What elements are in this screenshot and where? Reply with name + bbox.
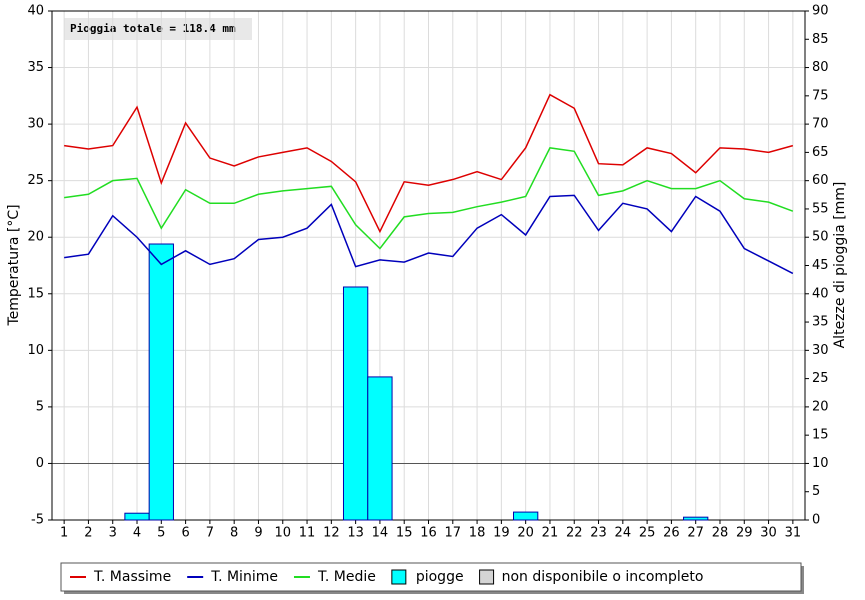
bar: [513, 511, 539, 521]
x-tick-label: 20: [517, 526, 534, 541]
x-tick-label: 8: [230, 526, 238, 541]
y2-tick-label: 45: [812, 258, 829, 273]
x-tick-label: 9: [254, 526, 262, 541]
y-tick-label: 15: [27, 286, 44, 301]
x-tick-label: 3: [109, 526, 117, 541]
y-tick-label: 10: [27, 343, 44, 358]
x-tick-label: 30: [760, 526, 777, 541]
y2-tick-label: 65: [812, 145, 829, 160]
y-tick-label: 0: [36, 456, 44, 471]
annotation: Pioggia totale = 118.4 mm: [70, 22, 236, 35]
x-tick-label: 13: [347, 526, 364, 541]
legend-swatch: [479, 569, 495, 585]
y-tick-label: 20: [27, 230, 44, 245]
y2-tick-label: 75: [812, 88, 829, 103]
y-tick-label: 5: [36, 399, 44, 414]
y2-tick-label: 70: [812, 117, 829, 132]
y2-tick-label: 85: [812, 32, 829, 47]
y2-tick-label: 30: [812, 343, 829, 358]
y2-tick-label: 40: [812, 286, 829, 301]
y2-tick-label: 0: [812, 513, 820, 528]
legend-label: T. Medie: [317, 569, 376, 585]
x-tick-label: 1: [60, 526, 68, 541]
bar: [367, 376, 393, 521]
x-tick-label: 21: [542, 526, 559, 541]
x-tick-label: 18: [469, 526, 486, 541]
legend-label: non disponibile o incompleto: [502, 569, 704, 585]
bar: [342, 286, 369, 521]
y2-tick-label: 5: [812, 484, 820, 499]
x-tick-label: 19: [493, 526, 510, 541]
x-tick-label: 25: [639, 526, 656, 541]
y-tick-label: 25: [27, 173, 44, 188]
bar: [148, 243, 174, 521]
y2-tick-label: 55: [812, 201, 829, 216]
y-tick-label: 35: [27, 60, 44, 75]
x-tick-label: 11: [299, 526, 316, 541]
line: [64, 93, 794, 234]
y-tick-label: -5: [31, 513, 44, 528]
y2-axis-label: Altezze di pioggia [mm]: [832, 182, 848, 349]
y2-tick-label: 10: [812, 456, 829, 471]
x-tick-label: 2: [84, 526, 92, 541]
y-axis-label: Temperatura [°C]: [6, 204, 22, 326]
legend-swatch: [391, 569, 407, 585]
x-tick-label: 12: [323, 526, 340, 541]
y2-tick-label: 50: [812, 230, 829, 245]
annotation-box: [64, 18, 252, 40]
x-tick-label: 17: [445, 526, 462, 541]
x-tick-label: 14: [372, 526, 389, 541]
y-tick-label: 30: [27, 117, 44, 132]
x-tick-label: 22: [566, 526, 583, 541]
y2-tick-label: 15: [812, 428, 829, 443]
plot-frame: [51, 10, 806, 521]
y2-tick-label: 20: [812, 399, 829, 414]
y2-tick-label: 35: [812, 315, 829, 330]
y2-tick-label: 90: [812, 4, 829, 19]
y-tick-label: 40: [27, 4, 44, 19]
y2-tick-label: 80: [812, 60, 829, 75]
x-tick-label: 16: [420, 526, 437, 541]
bar: [124, 512, 150, 521]
x-tick-label: 24: [615, 526, 632, 541]
x-tick-label: 26: [663, 526, 680, 541]
legend-label: piogge: [416, 569, 464, 585]
legend: [60, 562, 802, 592]
x-tick-label: 27: [687, 526, 704, 541]
x-tick-label: 31: [785, 526, 802, 541]
legend-label: T. Massime: [93, 569, 171, 585]
y2-tick-label: 25: [812, 371, 829, 386]
x-tick-label: 7: [206, 526, 214, 541]
x-tick-label: 5: [157, 526, 165, 541]
x-tick-label: 6: [181, 526, 189, 541]
x-tick-label: 23: [590, 526, 607, 541]
bar: [683, 516, 709, 521]
y2-tick-label: 60: [812, 173, 829, 188]
x-tick-label: 28: [712, 526, 729, 541]
line: [64, 147, 794, 250]
legend-label: T. Minime: [210, 569, 278, 585]
x-tick-label: 10: [274, 526, 291, 541]
line: [64, 194, 794, 275]
x-tick-label: 15: [396, 526, 413, 541]
x-tick-label: 4: [133, 526, 141, 541]
x-tick-label: 29: [736, 526, 753, 541]
